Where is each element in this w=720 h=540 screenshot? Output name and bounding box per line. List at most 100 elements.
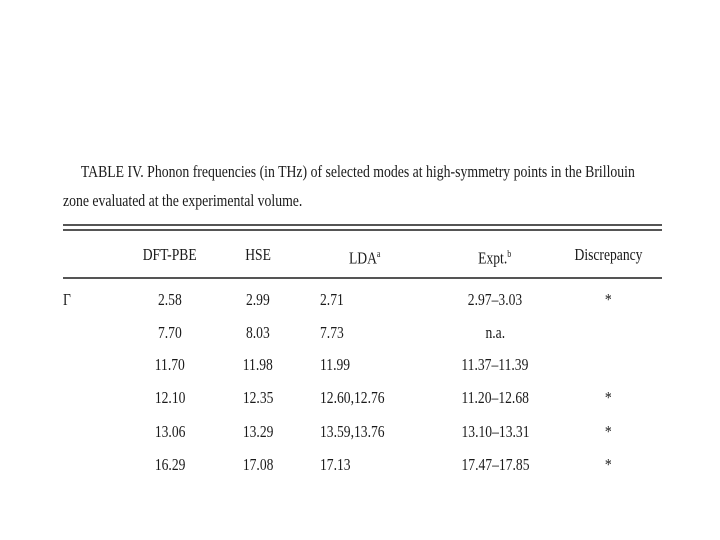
top-rule	[63, 224, 662, 226]
table-cell: 11.37–11.39	[453, 355, 537, 375]
text: 13.59,13.76	[320, 422, 385, 441]
table-cell: 8.03	[243, 323, 273, 343]
text: 2.71	[320, 290, 344, 309]
text: Expt.	[478, 248, 508, 268]
text: 12.10	[154, 388, 186, 407]
table-cell-text: *	[605, 455, 612, 475]
table-cell: 13.29	[239, 422, 277, 442]
table-cell: 7.70	[155, 323, 185, 343]
table-cell-text: 12.35	[243, 388, 274, 408]
table-cell-text: 12.60,12.76	[320, 388, 385, 408]
table-cell: 17.47–17.85	[453, 455, 538, 475]
table-cell: *	[604, 290, 613, 310]
table-cell: 12.35	[239, 388, 277, 408]
text: Discrepancy	[574, 245, 642, 264]
header-rule	[63, 277, 662, 279]
table-cell: 13.06	[151, 422, 189, 442]
table-cell-text: 2.97–3.03	[468, 290, 522, 310]
header-cell-text: LDAa	[349, 245, 381, 269]
table-cell: 2.58	[155, 290, 185, 310]
text: 11.98	[242, 355, 274, 374]
text: *	[604, 422, 612, 441]
table-cell-text: 13.59,13.76	[320, 422, 385, 442]
table-cell: 11.98	[239, 355, 277, 375]
text: 7.73	[320, 323, 344, 342]
table-cell: 12.10	[151, 388, 189, 408]
table-cell-text: 2.71	[320, 290, 344, 310]
table-cell-text: *	[605, 290, 612, 310]
header-cell: LDAa	[345, 245, 384, 269]
table-cell: 17.13	[320, 455, 358, 475]
text: *	[604, 455, 612, 474]
header-cell: HSE	[242, 245, 274, 265]
table-caption: TABLE IV. Phonon frequencies (in THz) of…	[63, 162, 635, 210]
text: 13.06	[154, 422, 186, 441]
table-cell: *	[604, 388, 613, 408]
text: 2.58	[158, 290, 182, 309]
table-cell-text: 13.29	[243, 422, 274, 442]
table-cell-text: 2.99	[246, 290, 270, 310]
table-cell: n.a.	[483, 323, 508, 343]
text: *	[604, 290, 612, 309]
header-cell: DFT-PBE	[136, 245, 203, 265]
footnote-mark: b	[507, 249, 512, 260]
text: *	[604, 388, 612, 407]
text: 16.29	[154, 455, 186, 474]
text: 13.29	[242, 422, 274, 441]
table-cell-text: 8.03	[246, 323, 270, 343]
table-cell: 11.99	[320, 355, 358, 375]
header-cell: Discrepancy	[566, 245, 651, 265]
table-cell-text: 17.47–17.85	[461, 455, 529, 475]
table-cell: 2.99	[243, 290, 273, 310]
text: 11.20–12.68	[461, 388, 529, 407]
table-cell: 2.71	[320, 290, 350, 310]
table-cell-text: 12.10	[155, 388, 186, 408]
table-cell: 11.20–12.68	[453, 388, 537, 408]
text: 17.08	[242, 455, 274, 474]
text: 12.35	[242, 388, 274, 407]
text: 17.13	[320, 455, 351, 474]
text: HSE	[245, 245, 271, 264]
table-cell: 12.60,12.76	[320, 388, 401, 408]
table-cell-text: 13.10–13.31	[461, 422, 529, 442]
table-cell-text: *	[605, 422, 612, 442]
text: DFT-PBE	[143, 245, 197, 264]
text: 2.97–3.03	[467, 290, 523, 309]
footnote-mark: a	[377, 249, 381, 260]
header-cell-text: DFT-PBE	[143, 245, 197, 265]
text: 11.99	[320, 355, 351, 374]
text: 11.70	[154, 355, 186, 374]
row-label: Γ	[63, 290, 73, 310]
table-cell-text: *	[605, 388, 612, 408]
table-cell-text: 7.73	[320, 323, 344, 343]
header-cell-text: HSE	[245, 245, 271, 265]
table-cell-text: 11.99	[320, 355, 350, 375]
header-cell-text: Discrepancy	[574, 245, 642, 265]
table-cell-text: 11.20–12.68	[461, 388, 529, 408]
text: 13.10–13.31	[461, 422, 529, 441]
text: LDA	[349, 248, 378, 268]
text: 11.37–11.39	[461, 355, 529, 374]
table-cell: 7.73	[320, 323, 350, 343]
text: 7.70	[158, 323, 182, 342]
table-cell-text: 13.06	[155, 422, 186, 442]
table-cell: 2.97–3.03	[461, 290, 529, 310]
row-label-text: Γ	[63, 290, 71, 310]
table-cell: 13.10–13.31	[453, 422, 538, 442]
table-cell: *	[604, 422, 613, 442]
text: Γ	[63, 290, 71, 309]
table-cell-text: 17.13	[320, 455, 351, 475]
table-cell: 11.70	[151, 355, 189, 375]
header-cell: Expt.b	[474, 245, 515, 269]
table-cell-text: 11.37–11.39	[462, 355, 529, 375]
text: 17.47–17.85	[461, 455, 529, 474]
table-cell-text: 2.58	[158, 290, 182, 310]
table-cell: 16.29	[151, 455, 189, 475]
table-cell: 17.08	[239, 455, 277, 475]
table-cell-text: 16.29	[155, 455, 186, 475]
header-cell-text: Expt.b	[478, 245, 511, 269]
table-cell-text: 11.70	[155, 355, 185, 375]
table-cell-text: n.a.	[485, 323, 505, 343]
table-cell-text: 11.98	[243, 355, 273, 375]
